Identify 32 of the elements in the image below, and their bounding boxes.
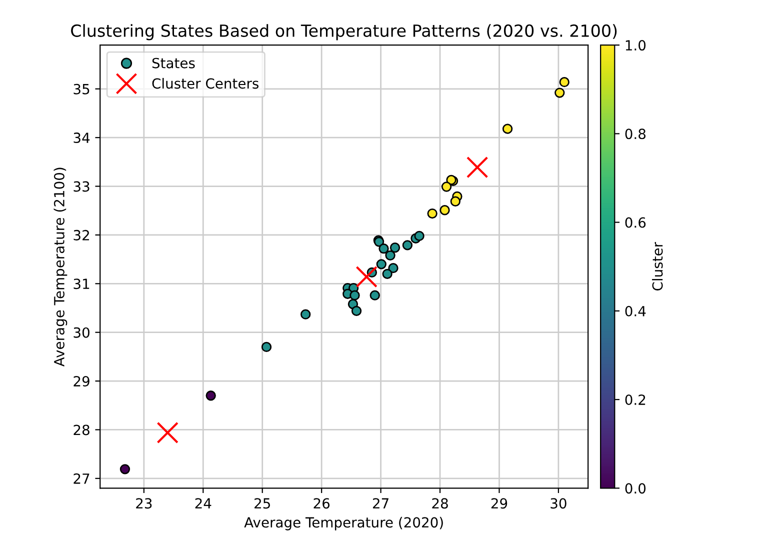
point <box>466 156 488 178</box>
color-bar-label: 0.6 <box>625 217 646 228</box>
y-tick-label: 27 <box>74 473 90 484</box>
color-bar-label: 0.8 <box>625 128 646 140</box>
y-tick-label: 28 <box>74 424 90 436</box>
chart-title: Clustering States Based on Temperature Patterns (2020 vs. 2100) <box>71 24 617 40</box>
legend-label: States <box>152 58 195 68</box>
legend-label: Cluster Centers <box>152 78 258 89</box>
y-tick-label: 29 <box>74 376 90 387</box>
x-tick-label: 26 <box>314 498 330 509</box>
color-bar-title: Cluster <box>652 242 663 290</box>
color-bar-label: 0.2 <box>625 394 646 406</box>
x-tick-label: 23 <box>136 498 152 509</box>
x-tick-label: 28 <box>432 498 448 509</box>
color-bar-label: 0.4 <box>625 306 646 316</box>
y-tick-label: 34 <box>74 132 90 144</box>
y-tick-label: 33 <box>74 181 90 192</box>
y-tick-label: 31 <box>74 278 90 290</box>
x-tick-label: 30 <box>550 498 566 509</box>
point <box>156 422 178 444</box>
y-axis-title: Average Temperature (2100) <box>54 168 68 367</box>
x-tick-label: 27 <box>372 498 388 508</box>
y-tick-label: 35 <box>74 84 90 94</box>
y-tick-label: 30 <box>74 327 90 338</box>
x-tick-label: 25 <box>254 498 270 509</box>
x-tick-label: 24 <box>195 498 212 508</box>
point <box>356 266 378 288</box>
color-bar-label: 0.0 <box>625 483 646 494</box>
color-bar-label: 1.0 <box>626 40 646 51</box>
y-tick-label: 32 <box>74 230 89 240</box>
x-axis-title: Average Temperature (2020) <box>244 516 443 530</box>
x-tick-label: 29 <box>491 498 508 509</box>
